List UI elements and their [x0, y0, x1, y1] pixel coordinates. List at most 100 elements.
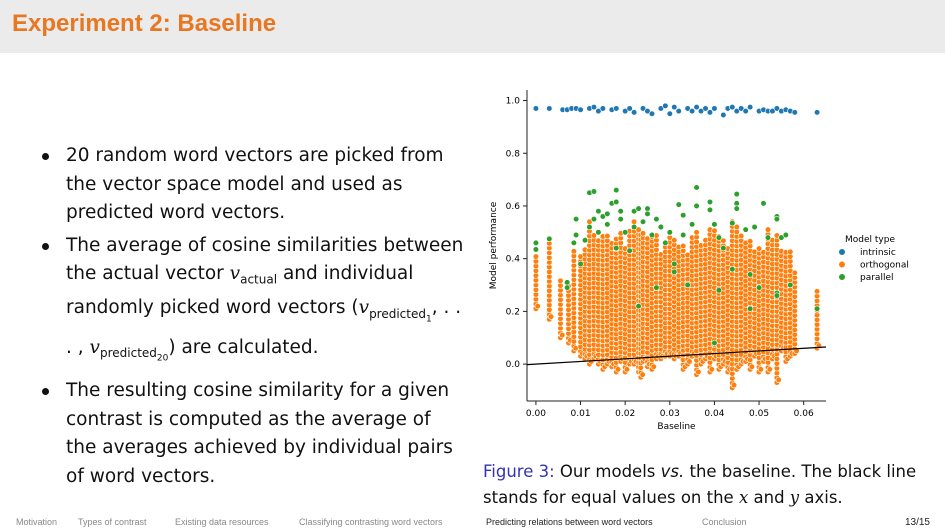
parallel-point: [711, 221, 718, 228]
intrinsic-point: [693, 104, 700, 111]
parallel-point: [635, 205, 642, 212]
orthogonal-point: [738, 232, 745, 240]
parallel-point: [720, 245, 727, 252]
orthogonal-point: [532, 253, 540, 260]
legend-label-intrinsic: intrinsic: [860, 248, 896, 258]
math-sub-index: 20: [156, 353, 169, 364]
intrinsic-point: [773, 105, 781, 112]
intrinsic-point: [813, 109, 821, 116]
intrinsic-point: [666, 110, 673, 117]
parallel-point: [586, 223, 593, 231]
bullet-text: ) are calculated.: [168, 336, 319, 358]
caption-math: y: [789, 488, 800, 507]
nav-conclusion[interactable]: Conclusion: [702, 517, 747, 527]
intrinsic-point: [532, 105, 540, 112]
orthogonal-point: [775, 376, 782, 384]
legend-label-orthogonal: orthogonal: [860, 261, 909, 271]
parallel-point: [715, 234, 722, 241]
parallel-point: [613, 198, 620, 206]
orthogonal-point: [791, 269, 798, 277]
intrinsic-point: [697, 107, 705, 115]
intrinsic-point: [720, 111, 727, 119]
y-tick-label: 0.6: [506, 202, 521, 212]
bullet-text: and individual randomly picked word vect…: [66, 263, 414, 319]
parallel-point: [733, 191, 740, 198]
intrinsic-point: [577, 106, 584, 113]
intrinsic-point: [546, 105, 553, 112]
math-dots: , . . . ,: [66, 297, 462, 358]
intrinsic-point: [599, 105, 606, 112]
orthogonal-point: [557, 277, 564, 284]
parallel-point: [671, 268, 678, 275]
parallel-point: [760, 200, 767, 207]
intrinsic-point: [622, 107, 629, 115]
nav-motivation[interactable]: Motivation: [16, 517, 58, 527]
orthogonal-point: [733, 223, 740, 231]
nav-types-of-contrast[interactable]: Types of contrast: [78, 517, 147, 527]
orthogonal-point: [766, 366, 773, 373]
y-tick-label: 0.0: [506, 360, 521, 370]
legend-marker-parallel: [839, 274, 845, 280]
bullet-list: 20 random word vectors are picked from t…: [36, 142, 466, 495]
intrinsic-point: [791, 109, 798, 116]
parallel-point: [680, 212, 687, 219]
orthogonal-point: [695, 368, 702, 376]
parallel-point: [773, 216, 781, 223]
figure-caption: Figure 3: Our models vs. the baseline. T…: [483, 459, 933, 511]
parallel-point: [675, 201, 682, 208]
intrinsic-point: [590, 104, 598, 111]
orthogonal-point: [604, 232, 611, 240]
parallel-point: [729, 219, 736, 227]
orthogonal-point: [764, 226, 772, 233]
orthogonal-point: [693, 229, 700, 236]
nav-classifying[interactable]: Classifying contrasting word vectors: [299, 517, 443, 527]
intrinsic-point: [631, 109, 638, 116]
parallel-point: [662, 239, 669, 246]
math-v: v: [358, 297, 370, 319]
scatter-chart: 0.00 0.01 0.02 0.03 0.04 0.05 0.06 0.0 0.2 0.4 0.6…: [489, 90, 909, 432]
equal-values-line: [526, 346, 827, 366]
caption-text: the baseline. The black line stands for …: [483, 462, 917, 507]
parallel-point: [644, 205, 651, 212]
parallel-point: [590, 216, 598, 223]
caption-text: vs.: [660, 462, 685, 481]
y-tick-label: 0.2: [506, 307, 520, 317]
parallel-point: [613, 245, 620, 252]
x-tick-label: 0.04: [704, 409, 724, 419]
nav-existing-data-resources[interactable]: Existing data resources: [175, 517, 269, 527]
orthogonal-point: [757, 366, 764, 373]
parallel-point: [706, 206, 714, 214]
orthogonal-point: [547, 313, 555, 320]
orthogonal-point: [680, 242, 687, 250]
intrinsic-point: [747, 104, 754, 111]
orthogonal-point: [755, 245, 763, 252]
orthogonal-point: [635, 226, 642, 233]
x-tick-label: 0.03: [660, 409, 680, 419]
nav-predicting-relations[interactable]: Predicting relations between word vector…: [486, 517, 653, 527]
parallel-point: [657, 223, 664, 231]
bullet-item: The average of cosine similarities betwe…: [36, 232, 466, 374]
parallel-point: [572, 216, 580, 223]
bullet-text: The average of cosine similarities betwe…: [66, 234, 464, 285]
parallel-point: [733, 205, 740, 212]
parallel-point: [577, 260, 584, 268]
orthogonal-point: [813, 288, 821, 295]
intrinsic-point: [648, 110, 656, 117]
parallel-point: [813, 305, 821, 312]
x-tick-label: 0.01: [571, 409, 591, 419]
parallel-point: [532, 239, 540, 246]
orthogonal-point: [748, 363, 756, 370]
parallel-point: [595, 229, 602, 236]
parallel-point: [715, 287, 722, 294]
parallel-point: [604, 210, 611, 217]
parallel-point: [570, 239, 577, 246]
orthogonal-point: [787, 248, 794, 255]
caption-text: and: [748, 488, 790, 507]
parallel-point: [564, 284, 571, 291]
section-navigation: Motivation Types of contrast Existing da…: [0, 517, 945, 532]
slide-title: Experiment 2: Baseline: [12, 10, 277, 37]
intrinsic-point: [738, 105, 745, 112]
intrinsic-point: [644, 107, 651, 115]
caption-text: axis.: [799, 488, 843, 507]
intrinsic-point: [733, 107, 740, 115]
